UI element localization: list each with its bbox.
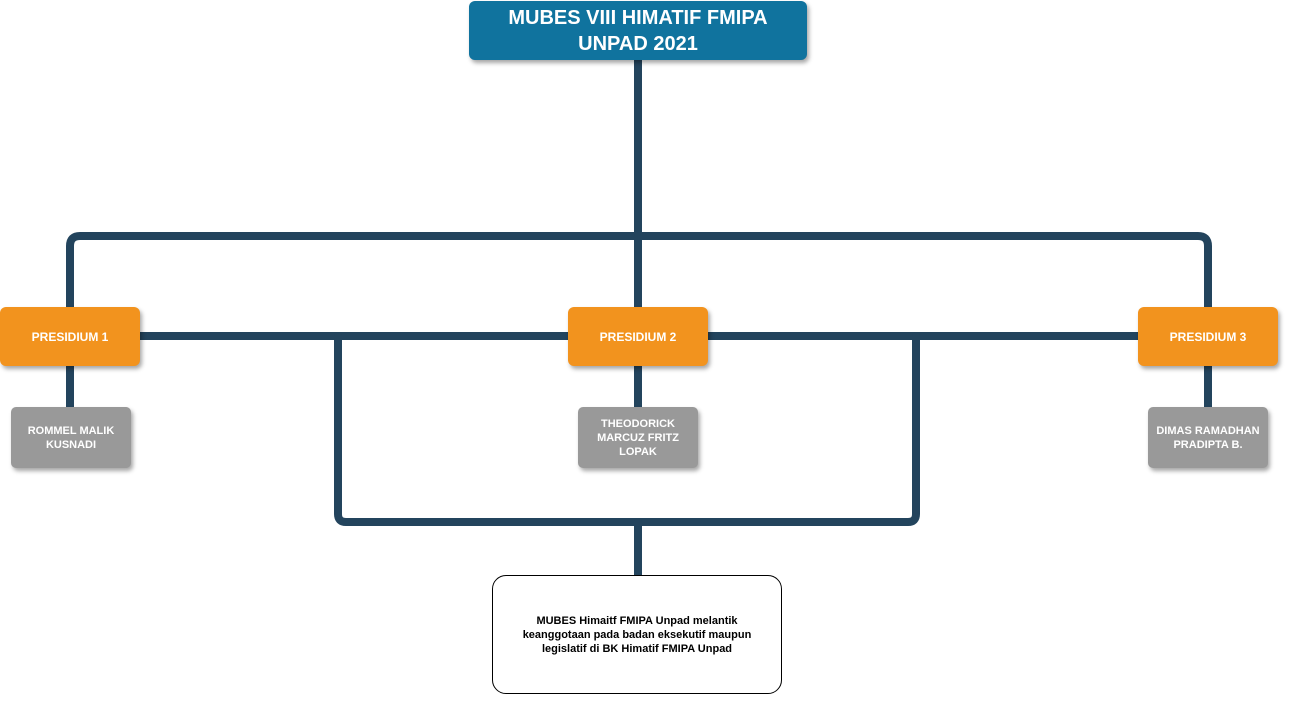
presidium-2-member-name: THEODORICK MARCUZ FRITZ LOPAK xyxy=(597,417,679,458)
presidium-2-node: PRESIDIUM 2 xyxy=(568,307,708,366)
title-text: MUBES VIII HIMATIF FMIPA UNPAD 2021 xyxy=(508,6,768,55)
presidium-2-label: PRESIDIUM 2 xyxy=(599,329,677,344)
title-node: MUBES VIII HIMATIF FMIPA UNPAD 2021 xyxy=(469,1,807,60)
presidium-1-label: PRESIDIUM 1 xyxy=(31,329,109,344)
connector-bus-right xyxy=(634,232,1212,313)
presidium-1-node: PRESIDIUM 1 xyxy=(0,307,140,366)
connector-loop xyxy=(334,332,920,526)
presidium-2-member-node: THEODORICK MARCUZ FRITZ LOPAK xyxy=(578,407,698,468)
connector-bus-left xyxy=(66,232,642,313)
presidium-3-node: PRESIDIUM 3 xyxy=(1138,307,1278,366)
presidium-3-member-node: DIMAS RAMADHAN PRADIPTA B. xyxy=(1148,407,1268,468)
note-text: MUBES Himaitf FMIPA Unpad melantik keang… xyxy=(522,614,752,655)
presidium-3-label: PRESIDIUM 3 xyxy=(1169,329,1247,344)
note-node: MUBES Himaitf FMIPA Unpad melantik keang… xyxy=(492,575,782,694)
presidium-1-member-name: ROMMEL MALIK KUSNADI xyxy=(27,424,115,451)
presidium-1-member-node: ROMMEL MALIK KUSNADI xyxy=(11,407,131,468)
presidium-3-member-name: DIMAS RAMADHAN PRADIPTA B. xyxy=(1156,424,1260,451)
